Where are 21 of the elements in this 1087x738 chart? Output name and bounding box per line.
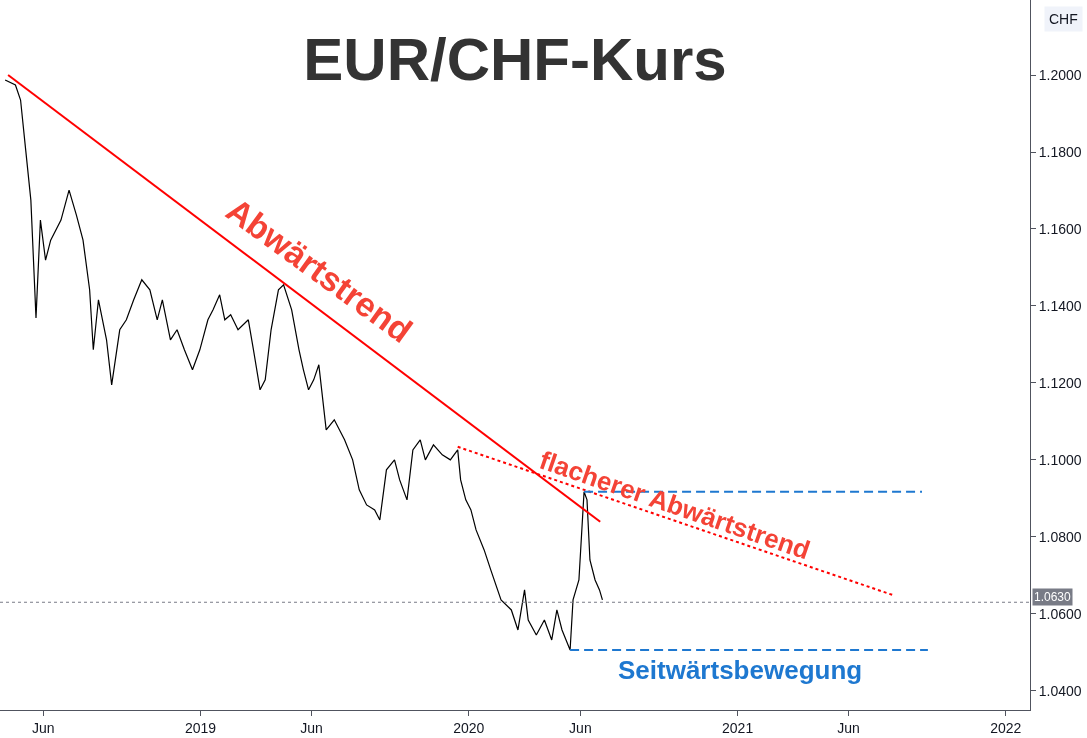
x-tick-label: 2019 xyxy=(184,719,217,736)
x-tick-label: Jun xyxy=(32,719,55,736)
y-tick-label: 1.0400 xyxy=(1038,682,1082,699)
x-tick-label: 2021 xyxy=(722,719,754,736)
x-tick-label: Jun xyxy=(569,719,592,736)
x-tick-label: 2020 xyxy=(453,719,485,736)
x-tick-label: 2022 xyxy=(990,719,1022,736)
ref-line-label: 1.0630 xyxy=(1034,590,1072,604)
y-tick-label: 1.1800 xyxy=(1038,143,1082,160)
y-tick-label: 1.1400 xyxy=(1038,297,1082,314)
y-tick-label: 1.0600 xyxy=(1038,605,1082,622)
y-tick-label: 1.0800 xyxy=(1038,528,1082,545)
y-axis-title: CHF xyxy=(1049,11,1078,27)
y-tick-label: 1.1000 xyxy=(1038,451,1082,468)
x-tick-label: Jun xyxy=(300,719,323,736)
x-tick-label: Jun xyxy=(837,719,860,736)
y-tick-label: 1.1600 xyxy=(1038,220,1082,237)
chart-title: EUR/CHF-Kurs xyxy=(303,26,727,94)
annotation: Seitwärtsbewegung xyxy=(618,655,863,685)
y-tick-label: 1.2000 xyxy=(1038,66,1082,83)
y-tick-label: 1.1200 xyxy=(1038,374,1082,391)
